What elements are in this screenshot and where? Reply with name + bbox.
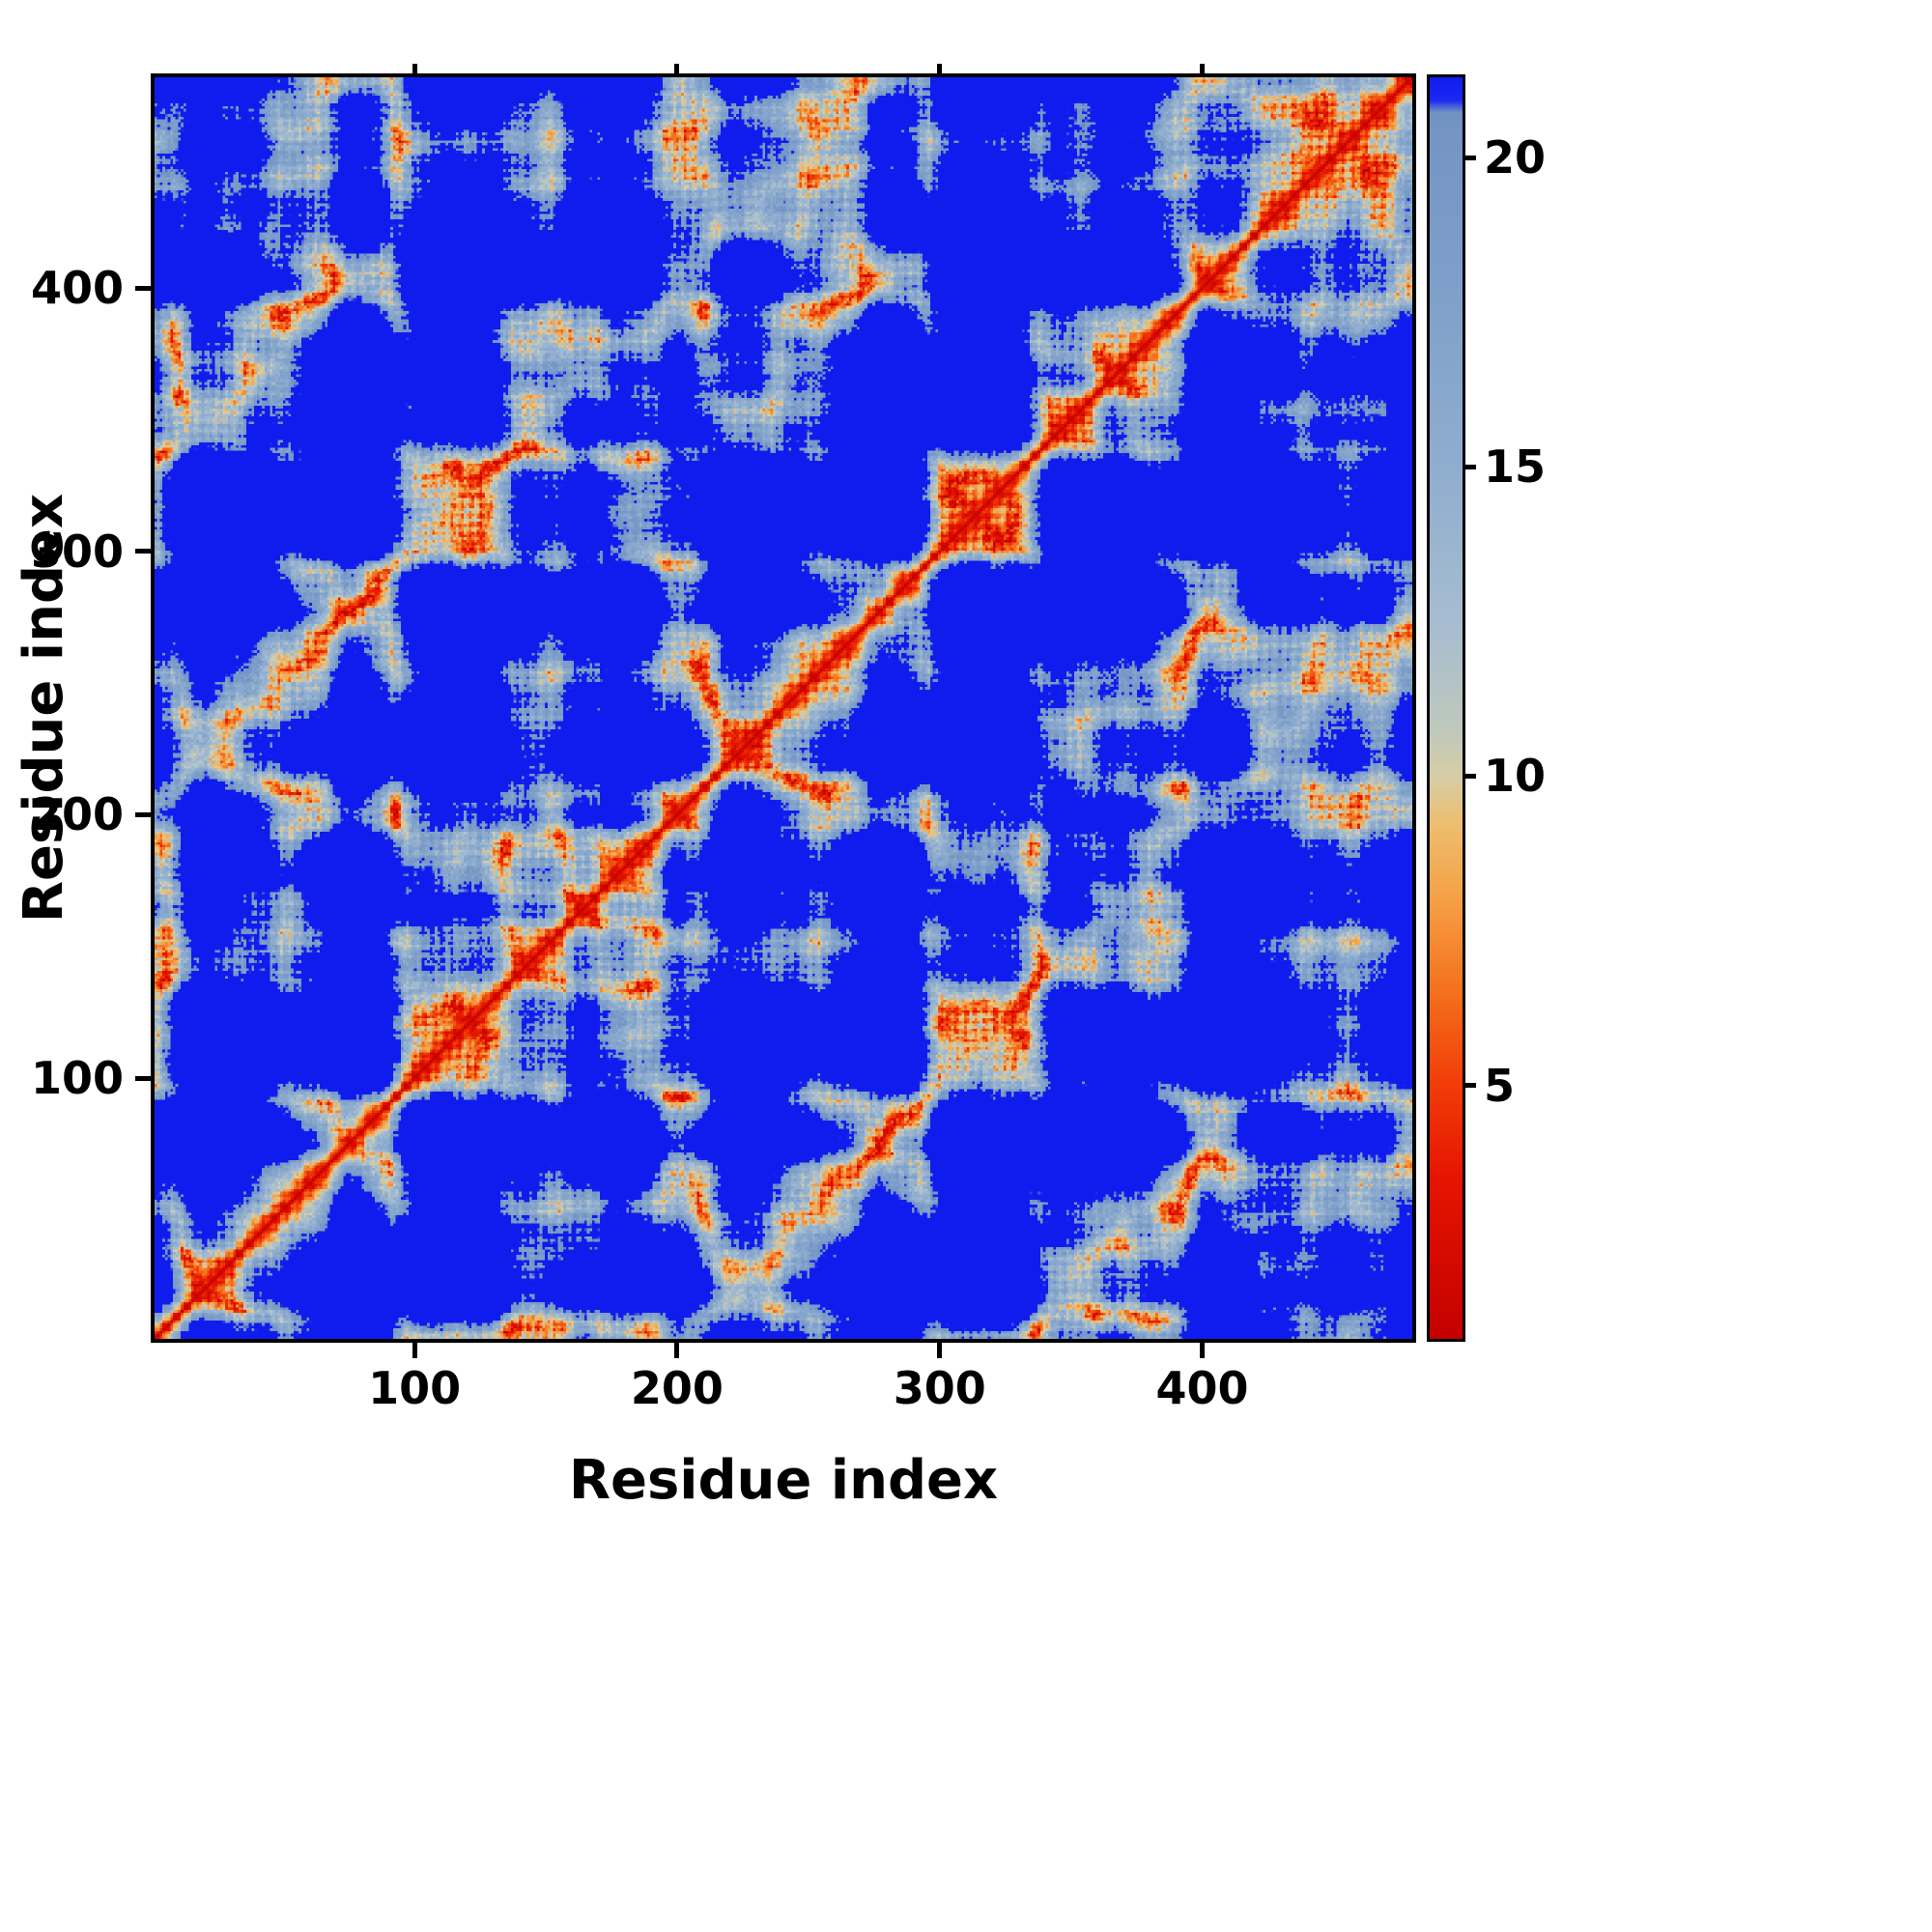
colorbar-tick-label: 10 xyxy=(1484,750,1547,803)
colorbar-tick-label: 20 xyxy=(1484,131,1547,185)
colorbar-canvas xyxy=(1430,77,1463,1339)
x-top-tick xyxy=(674,64,680,77)
y-tick-label: 400 xyxy=(30,262,124,315)
colorbar-tick xyxy=(1463,773,1476,779)
x-top-tick xyxy=(1200,64,1206,77)
x-tick-label: 100 xyxy=(368,1362,462,1414)
x-top-tick xyxy=(937,64,943,77)
x-tick-label: 200 xyxy=(630,1362,724,1414)
y-tick-label: 200 xyxy=(30,788,124,841)
x-tick xyxy=(937,1339,943,1358)
x-tick-label: 400 xyxy=(1155,1362,1249,1414)
colorbar-tick-label: 5 xyxy=(1484,1059,1516,1112)
y-tick-label: 300 xyxy=(30,525,124,578)
colorbar-tick xyxy=(1463,155,1476,160)
x-axis-label: Residue index xyxy=(568,1449,999,1512)
colorbar-frame xyxy=(1427,74,1465,1342)
x-tick-label: 300 xyxy=(893,1362,986,1414)
x-top-tick xyxy=(412,64,417,77)
y-tick xyxy=(135,811,155,817)
y-tick xyxy=(135,1075,155,1081)
x-tick xyxy=(674,1339,680,1358)
colorbar-tick xyxy=(1463,464,1476,469)
y-tick-label: 100 xyxy=(30,1052,124,1105)
colorbar-tick xyxy=(1463,1083,1476,1089)
y-tick xyxy=(135,549,155,554)
heatmap-canvas xyxy=(155,77,1412,1339)
y-tick xyxy=(135,285,155,291)
x-tick xyxy=(1200,1339,1206,1358)
x-tick xyxy=(412,1339,417,1358)
colorbar-tick-label: 15 xyxy=(1484,440,1547,494)
